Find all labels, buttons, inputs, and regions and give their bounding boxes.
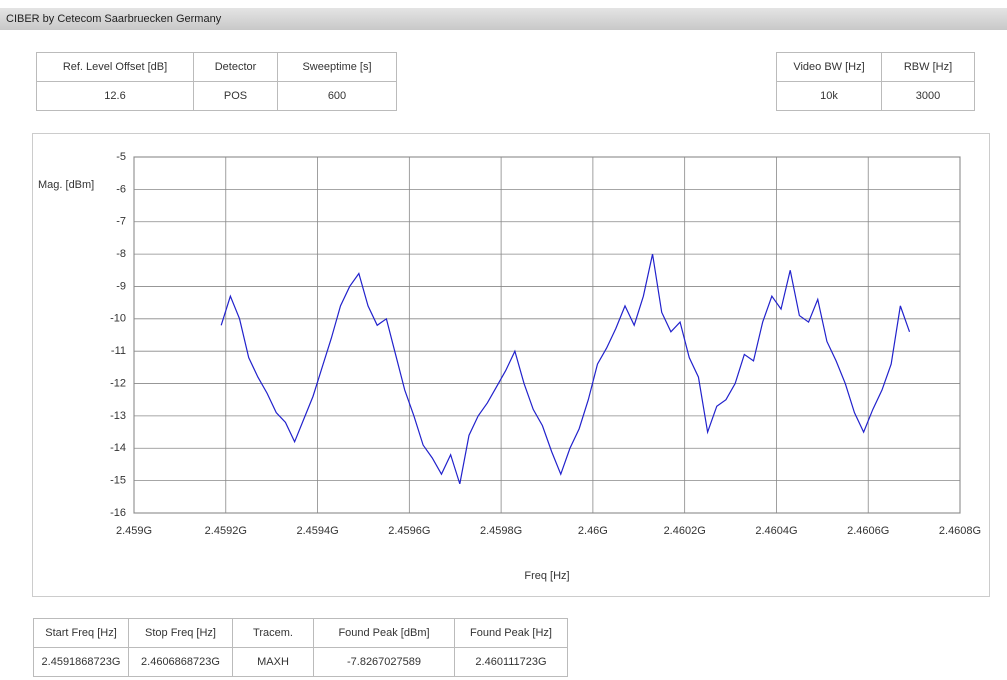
value-cell: 2.4606868723G: [128, 647, 233, 677]
settings-table: Ref. Level Offset [dB] Detector Sweeptime …: [36, 52, 397, 111]
header-cell: Found Peak [Hz]: [454, 618, 568, 648]
table-row: 2.4591868723G 2.4606868723G MAXH -7.8267027…: [33, 647, 568, 677]
chart-panel: [32, 133, 990, 597]
header-cell: Ref. Level Offset [dB]: [36, 52, 194, 82]
table-row: 12.6 POS 600: [36, 81, 397, 111]
table-row: Video BW [Hz] RBW [Hz]: [776, 52, 975, 82]
value-cell: -7.8267027589: [313, 647, 455, 677]
value-cell: POS: [193, 81, 278, 111]
table-row: 10k 3000: [776, 81, 975, 111]
header-cell: Video BW [Hz]: [776, 52, 882, 82]
header-cell: Tracem.: [232, 618, 314, 648]
value-cell: 3000: [881, 81, 975, 111]
results-table: Start Freq [Hz] Stop Freq [Hz] Tracem. Foun…: [33, 618, 568, 677]
header-cell: Found Peak [dBm]: [313, 618, 455, 648]
header-cell: Stop Freq [Hz]: [128, 618, 233, 648]
value-cell: 10k: [776, 81, 882, 111]
header-cell: RBW [Hz]: [881, 52, 975, 82]
table-row: Start Freq [Hz] Stop Freq [Hz] Tracem. Foun…: [33, 618, 568, 648]
settings-table: Video BW [Hz] RBW [Hz] 10k 3000: [776, 52, 975, 111]
value-cell: 2.460111723G: [454, 647, 568, 677]
header-cell: Start Freq [Hz]: [33, 618, 129, 648]
value-cell: 12.6: [36, 81, 194, 111]
header-cell: Detector: [193, 52, 278, 82]
value-cell: MAXH: [232, 647, 314, 677]
value-cell: 2.4591868723G: [33, 647, 129, 677]
table-row: Ref. Level Offset [dB] Detector Sweeptime …: [36, 52, 397, 82]
header-cell: Sweeptime [s]: [277, 52, 397, 82]
value-cell: 600: [277, 81, 397, 111]
title-bar: CIBER by Cetecom Saarbruecken Germany: [0, 8, 1007, 30]
